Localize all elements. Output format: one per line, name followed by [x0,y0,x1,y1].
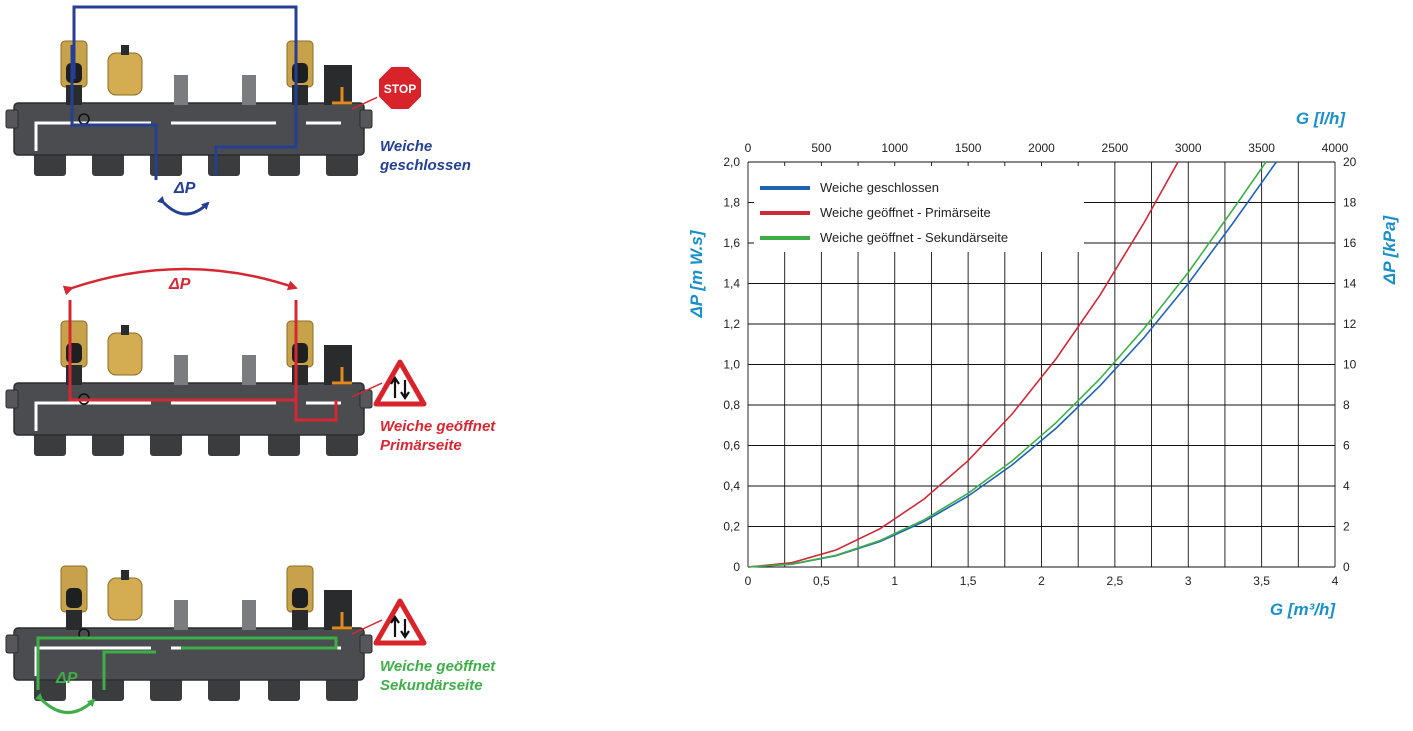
y-tick-label-right: 10 [1343,358,1357,372]
x-tick-label-bottom: 3 [1185,574,1192,588]
x-axis-title-top: G [l/h] [1296,109,1346,128]
caption-primary-line2: Primärseite [380,437,462,454]
y-axis-title-right: ΔP [kPa] [1380,214,1399,285]
y-tick-label-right: 16 [1343,236,1357,250]
caption-secondary-line2: Sekundärseite [380,677,483,694]
x-tick-label-top: 1500 [955,141,982,155]
y-tick-label-left: 0 [733,560,740,574]
y-tick-label-right: 6 [1343,439,1350,453]
x-tick-label-top: 0 [745,141,752,155]
caption-secondary-line1: Weiche geöffnet [380,658,496,675]
caption-closed-line2: geschlossen [379,157,471,174]
y-tick-label-right: 2 [1343,520,1350,534]
two-way-traffic-sign-icon [373,598,427,646]
x-tick-label-bottom: 2 [1038,574,1045,588]
x-tick-label-top: 2000 [1028,141,1055,155]
x-tick-label-top: 4000 [1322,141,1349,155]
x-tick-label-bottom: 3,5 [1253,574,1270,588]
y-tick-label-left: 0,8 [723,398,740,412]
legend-label: Weiche geschlossen [820,180,939,195]
legend-label: Weiche geöffnet - Primärseite [820,205,991,220]
x-tick-label-top: 2500 [1102,141,1129,155]
series-line-2 [747,161,1179,568]
stop-sign-icon: STOP [377,65,423,111]
x-tick-label-top: 3000 [1175,141,1202,155]
y-tick-label-left: 0,4 [723,479,740,493]
y-tick-label-right: 20 [1343,155,1357,169]
chart-curves [747,161,1277,568]
x-tick-label-bottom: 4 [1332,574,1339,588]
x-tick-label-bottom: 1 [891,574,898,588]
y-tick-label-left: 0,6 [723,439,740,453]
caption-closed-line1: Weiche [380,138,432,155]
caption-primary-line1: Weiche geöffnet [380,418,496,435]
x-tick-label-bottom: 1,5 [960,574,977,588]
x-tick-label-bottom: 0,5 [813,574,830,588]
y-tick-label-left: 0,2 [723,520,740,534]
x-tick-label-bottom: 0 [745,574,752,588]
series-line-3 [747,161,1267,568]
y-tick-label-right: 4 [1343,479,1350,493]
y-tick-label-right: 8 [1343,398,1350,412]
dp-label: ΔP [173,180,196,197]
chart-legend: Weiche geschlossen Weiche geöffnet - Prim… [754,166,1084,252]
chart-ticks: 0 0,5 1 1,5 2 2,5 3 3,5 40 500 1000 1500 2000 2500 300… [723,141,1356,588]
diagram-primary: ΔP [4,267,383,458]
diagram-closed: ΔP [4,5,383,216]
y-tick-label-right: 0 [1343,560,1350,574]
dp-label: ΔP [168,276,191,293]
manifold-diagrams: ΔP STOP Weiche geschlossen ΔP Weiche geö… [4,5,496,714]
diagram-secondary: ΔP [4,564,383,714]
y-axis-title-left: ΔP [m W.s] [687,229,706,318]
x-tick-label-bottom: 2,5 [1107,574,1124,588]
svg-text:STOP: STOP [384,82,416,96]
y-tick-label-left: 1,6 [723,236,740,250]
y-tick-label-right: 14 [1343,277,1357,291]
two-way-traffic-sign-icon [373,359,427,407]
x-tick-label-top: 1000 [881,141,908,155]
x-axis-title-bottom: G [m³/h] [1270,600,1336,619]
y-tick-label-left: 2,0 [723,155,740,169]
y-tick-label-right: 12 [1343,317,1357,331]
x-tick-label-top: 3500 [1248,141,1275,155]
dp-label: ΔP [55,670,78,687]
y-tick-label-left: 1,2 [723,317,740,331]
y-tick-label-right: 18 [1343,196,1357,210]
x-tick-label-top: 500 [811,141,831,155]
y-tick-label-left: 1,8 [723,196,740,210]
y-tick-label-left: 1,4 [723,277,740,291]
y-tick-label-left: 1,0 [723,358,740,372]
legend-label: Weiche geöffnet - Sekundärseite [820,230,1008,245]
